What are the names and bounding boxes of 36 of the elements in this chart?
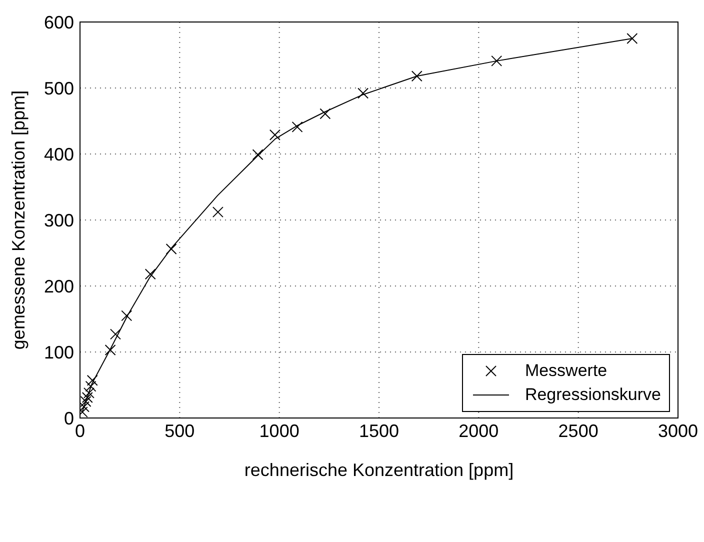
x-tick-label: 500 [164,420,195,441]
x-tick-label: 1500 [358,420,400,441]
legend-label: Regressionskurve [524,385,661,405]
point [82,392,93,404]
point [86,374,98,386]
x-tick-label: 2000 [458,420,499,441]
point [83,387,94,398]
x-tick-label: 1000 [259,420,300,441]
legend-label: Messwerte [524,361,608,381]
y-axis-title: gemessene Konzentration [ppm] [8,90,28,350]
point [110,328,121,340]
y-tick-label: 300 [44,210,74,230]
y-tick-label: 200 [44,276,74,296]
point [411,70,422,82]
point [626,33,638,44]
point [85,380,96,392]
point [121,310,132,322]
point [212,206,224,218]
y-tick-label: 600 [44,12,74,32]
point [292,121,303,132]
point [358,88,369,99]
point [166,244,177,255]
y-tick-label: 0 [64,408,74,428]
y-tick-label: 100 [44,342,74,362]
point [80,396,92,407]
x-tick-label: 3000 [658,420,698,441]
y-tick-label: 500 [44,78,74,98]
point [252,149,264,160]
point [144,268,156,280]
point [269,129,280,140]
x-tick-label: 2500 [558,420,598,441]
point [491,55,502,66]
x-axis-title: rechnerische Konzentration [ppm] [244,460,514,480]
point [104,344,116,356]
y-tick-label: 400 [44,144,74,164]
point [320,108,331,120]
